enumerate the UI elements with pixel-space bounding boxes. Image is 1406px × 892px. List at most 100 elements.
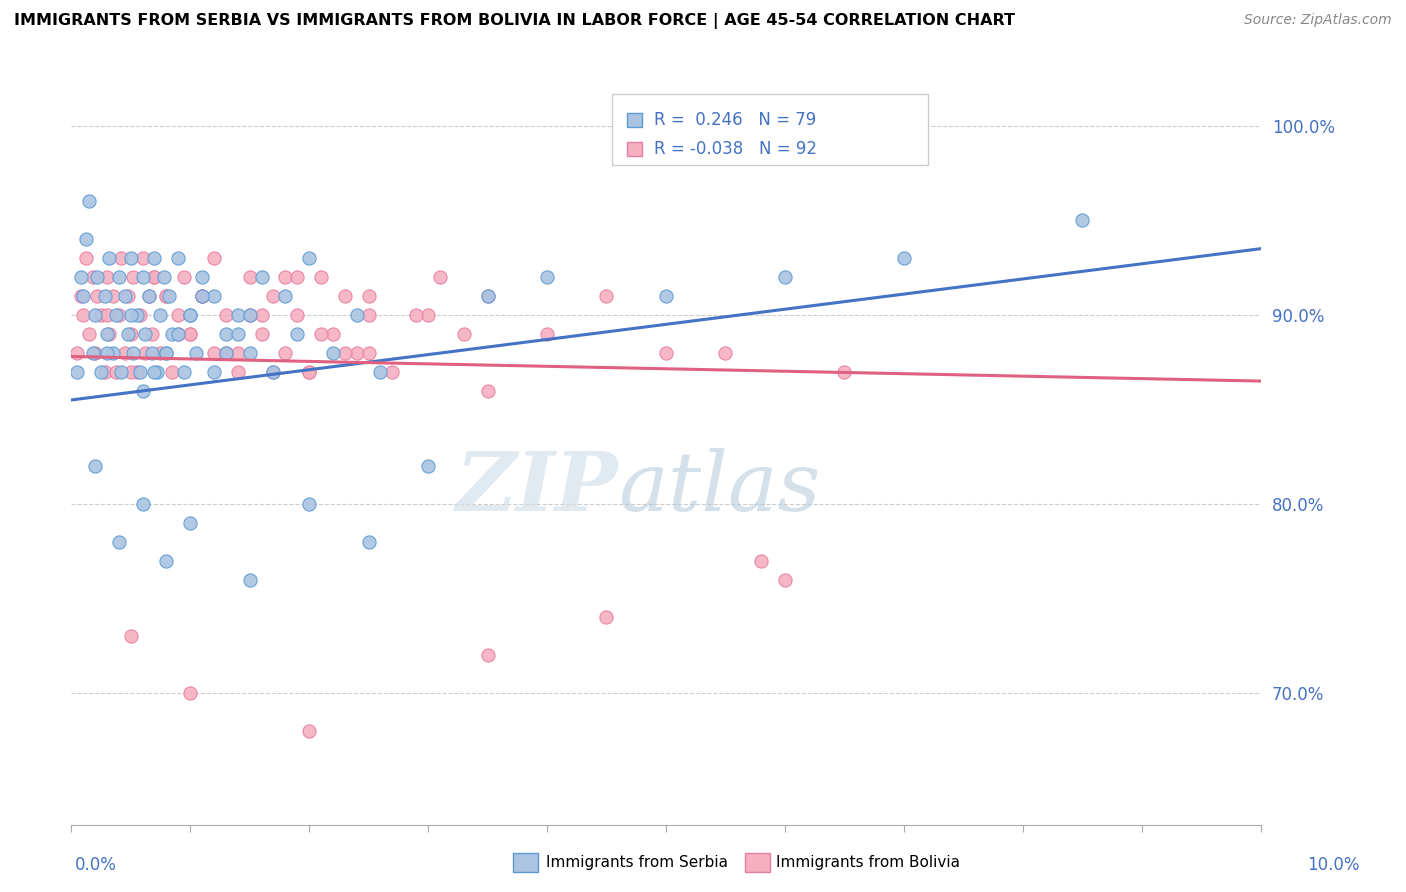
Point: [125, 365, 148, 379]
Point: [202, 345, 225, 359]
Point: [69, 289, 91, 303]
Point: [179, 516, 201, 530]
Point: [105, 365, 128, 379]
Point: [215, 308, 238, 322]
Point: [120, 629, 142, 643]
Point: [595, 289, 617, 303]
Point: [86, 270, 108, 285]
Text: atlas: atlas: [619, 449, 821, 528]
Point: [215, 326, 238, 341]
Point: [285, 308, 308, 322]
Point: [146, 365, 169, 379]
Point: [82, 345, 104, 359]
Point: [226, 365, 249, 379]
Point: [834, 365, 856, 379]
Point: [191, 289, 214, 303]
Point: [84, 459, 107, 474]
Point: [96, 270, 118, 285]
Point: [714, 345, 737, 359]
Point: [226, 345, 249, 359]
Point: [125, 308, 148, 322]
Point: [167, 326, 190, 341]
Point: [157, 289, 180, 303]
Point: [179, 686, 201, 700]
Point: [262, 365, 284, 379]
Point: [72, 289, 94, 303]
Point: [108, 270, 131, 285]
Point: [138, 289, 160, 303]
Bar: [613, 94, 928, 164]
Point: [162, 365, 184, 379]
Point: [226, 308, 249, 322]
Point: [250, 308, 273, 322]
Point: [69, 270, 91, 285]
Point: [155, 345, 177, 359]
Point: [117, 326, 139, 341]
Point: [655, 289, 678, 303]
Point: [129, 308, 152, 322]
Point: [153, 270, 176, 285]
Point: [202, 289, 225, 303]
Point: [250, 326, 273, 341]
Point: [262, 365, 284, 379]
Point: [108, 308, 131, 322]
Point: [167, 326, 190, 341]
Point: [155, 345, 177, 359]
Text: R = -0.038   N = 92: R = -0.038 N = 92: [654, 140, 817, 158]
Point: [66, 365, 89, 379]
Point: [274, 345, 297, 359]
Point: [77, 326, 100, 341]
Point: [298, 251, 321, 265]
Point: [357, 534, 380, 549]
Point: [309, 270, 332, 285]
Point: [108, 534, 131, 549]
Point: [72, 308, 94, 322]
Point: [120, 308, 142, 322]
Point: [141, 326, 163, 341]
Point: [179, 326, 201, 341]
Bar: [627, 113, 641, 127]
Text: R =  0.246   N = 79: R = 0.246 N = 79: [654, 112, 815, 129]
Point: [167, 251, 190, 265]
Point: [155, 289, 177, 303]
Point: [477, 289, 499, 303]
Point: [105, 308, 128, 322]
Point: [101, 289, 124, 303]
Point: [1071, 213, 1094, 227]
Point: [120, 251, 142, 265]
Point: [93, 365, 115, 379]
Point: [202, 365, 225, 379]
Point: [477, 384, 499, 398]
Point: [381, 365, 404, 379]
Point: [96, 326, 118, 341]
Point: [453, 326, 475, 341]
Point: [655, 345, 678, 359]
Point: [429, 270, 451, 285]
Point: [82, 270, 104, 285]
Point: [298, 365, 321, 379]
Point: [285, 326, 308, 341]
Text: Immigrants from Serbia: Immigrants from Serbia: [546, 855, 727, 870]
Point: [191, 270, 214, 285]
Point: [129, 365, 152, 379]
Text: 10.0%: 10.0%: [1306, 855, 1360, 873]
Point: [226, 326, 249, 341]
Point: [134, 326, 156, 341]
Point: [98, 251, 121, 265]
Point: [179, 308, 201, 322]
Point: [239, 308, 262, 322]
Point: [134, 345, 156, 359]
Point: [298, 723, 321, 738]
Point: [117, 289, 139, 303]
Point: [141, 345, 163, 359]
Point: [114, 289, 136, 303]
Point: [202, 251, 225, 265]
Point: [477, 648, 499, 663]
Point: [215, 345, 238, 359]
Point: [333, 345, 356, 359]
Point: [131, 251, 153, 265]
Point: [322, 345, 344, 359]
Point: [416, 308, 439, 322]
Point: [191, 289, 214, 303]
Y-axis label: In Labor Force | Age 45-54: In Labor Force | Age 45-54: [0, 333, 8, 552]
